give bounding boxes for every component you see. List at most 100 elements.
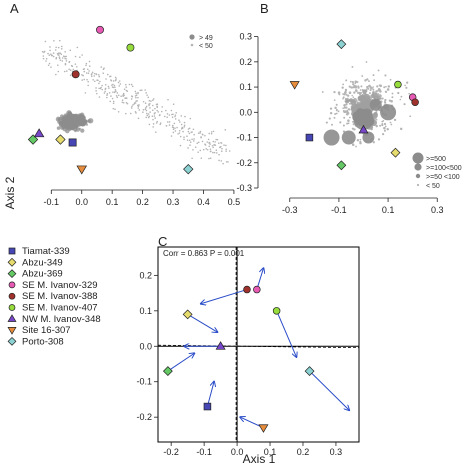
panel-a-size-legend-label: > 49 (199, 35, 213, 42)
background-point (115, 94, 118, 97)
background-point (372, 141, 375, 144)
panel-a-marker-se-m-ivanov-407 (126, 43, 135, 52)
background-point (106, 73, 109, 76)
background-point (102, 72, 105, 75)
legend-symbol-se-m-ivanov-388 (8, 292, 16, 300)
legend-label-se-m-ivanov-329: SE M. Ivanov-329 (22, 280, 98, 291)
background-point (193, 138, 195, 140)
background-point (54, 49, 57, 51)
background-point (114, 108, 116, 110)
background-point (351, 65, 354, 68)
background-point (52, 55, 55, 58)
panel-a-size-legend-label: < 50 (199, 43, 213, 50)
panel-b-marker-abzu-369 (336, 160, 347, 171)
background-point (111, 97, 114, 100)
panel-b-letter: B (260, 1, 269, 16)
background-point (145, 112, 148, 115)
background-point (180, 115, 183, 117)
background-point (372, 74, 375, 77)
background-point (189, 117, 192, 120)
background-point (371, 92, 379, 99)
panel-c: C -0.2 -0.1 0.0 0.1 0.2 0.3-0.2-0.10.00.10.2 … (136, 234, 360, 457)
background-point (88, 65, 91, 67)
background-point (63, 70, 66, 73)
background-point (155, 122, 158, 124)
background-point (212, 130, 215, 133)
background-point (121, 99, 124, 102)
background-bubble (380, 104, 397, 121)
legend-symbol-se-m-ivanov-329 (8, 281, 16, 289)
background-point (200, 157, 203, 159)
background-point (150, 100, 152, 102)
background-point (87, 84, 89, 87)
legend-label-se-m-ivanov-388: SE M. Ivanov-388 (22, 291, 98, 302)
background-point (355, 145, 357, 148)
background-point (333, 116, 336, 119)
background-point (117, 110, 120, 113)
background-point (168, 114, 171, 116)
background-point (345, 113, 349, 116)
background-point (348, 108, 351, 111)
background-point (346, 109, 349, 113)
legend-label-abzu-349: Abzu-349 (22, 257, 63, 268)
background-point (110, 79, 113, 82)
background-point (154, 131, 157, 133)
background-point (88, 60, 91, 63)
background-point (62, 121, 68, 127)
background-point (404, 84, 406, 87)
background-point (85, 62, 88, 65)
legend-symbol-abzu-349 (7, 257, 17, 267)
background-point (132, 104, 134, 106)
background-point (379, 124, 382, 127)
panel-c-x-tick-label: 0.3 (330, 447, 343, 457)
background-point (109, 75, 112, 78)
background-point (87, 119, 91, 123)
background-point (147, 96, 150, 99)
background-point (145, 106, 147, 109)
background-point (357, 95, 364, 102)
panel-b-marker-site-16-307 (289, 81, 300, 90)
background-point (130, 98, 133, 100)
background-point (144, 108, 147, 111)
background-point (400, 95, 403, 98)
background-point (151, 99, 154, 102)
background-point (354, 82, 357, 85)
background-bubble (353, 109, 374, 130)
background-point (383, 126, 386, 130)
background-point (98, 87, 100, 90)
background-point (158, 114, 161, 117)
background-point (114, 79, 117, 82)
background-point (172, 128, 175, 131)
background-point (347, 119, 350, 122)
background-point (386, 88, 390, 91)
panel-a-x-tick-label: 0.0 (75, 197, 88, 207)
background-point (66, 117, 70, 121)
background-point (205, 148, 207, 150)
background-point (399, 98, 402, 101)
panel-b-y-tick-label: -0.1 (236, 133, 252, 143)
background-point (188, 127, 191, 130)
panel-b-size-legend-label: < 50 (426, 183, 440, 190)
background-point (177, 133, 179, 135)
background-point (345, 99, 350, 104)
panel-b-marker-se-m-ivanov-407 (394, 80, 402, 89)
background-point (383, 101, 387, 104)
background-point (134, 95, 137, 97)
panel-b-size-legend: >=500 >=100<500 >=50 <100 < 50 (412, 152, 462, 190)
panel-b-x-tick-label: 0.1 (382, 205, 395, 215)
background-point (391, 96, 394, 99)
background-point (92, 79, 94, 81)
background-point (191, 131, 193, 133)
background-point (73, 117, 78, 121)
background-point (351, 80, 355, 84)
background-point (156, 120, 159, 123)
panel-a-x-tick-label: 0.5 (228, 197, 241, 207)
background-point (342, 124, 345, 127)
background-point (329, 107, 333, 110)
panel-b-marker-nw-m-ivanov-348 (358, 124, 369, 134)
background-point (369, 85, 372, 88)
background-point (81, 54, 83, 56)
background-point (142, 100, 145, 103)
background-point (215, 138, 217, 141)
